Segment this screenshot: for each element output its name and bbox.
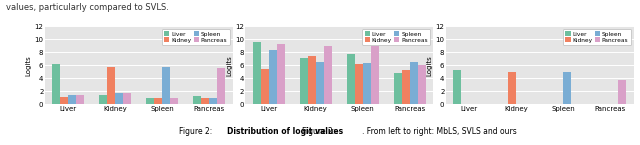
- Bar: [108, 67, 115, 104]
- Bar: [355, 64, 363, 104]
- Bar: [371, 46, 379, 104]
- Bar: [60, 97, 68, 104]
- Y-axis label: Logits: Logits: [226, 55, 232, 76]
- Bar: [146, 98, 154, 104]
- Text: values, particularly compared to SVLS.: values, particularly compared to SVLS.: [6, 3, 169, 12]
- Bar: [201, 98, 209, 104]
- Text: Figure 2:: Figure 2:: [0, 144, 1, 145]
- Bar: [618, 80, 626, 104]
- Bar: [316, 62, 324, 104]
- Bar: [347, 54, 355, 104]
- Bar: [52, 64, 60, 104]
- Bar: [217, 68, 225, 104]
- Bar: [402, 70, 410, 104]
- Legend: Liver, Kidney, Spleen, Pancreas: Liver, Kidney, Spleen, Pancreas: [362, 29, 430, 45]
- Bar: [363, 63, 371, 104]
- Bar: [410, 62, 417, 104]
- Bar: [193, 96, 201, 104]
- Text: Figure 2:: Figure 2:: [302, 127, 338, 136]
- Text: Figure 2:: Figure 2:: [179, 127, 215, 136]
- Bar: [154, 98, 162, 104]
- Bar: [308, 56, 316, 104]
- Bar: [394, 73, 402, 104]
- Text: Distribution of logit values: Distribution of logit values: [227, 127, 343, 136]
- Bar: [162, 67, 170, 104]
- Bar: [99, 95, 108, 104]
- Bar: [417, 65, 426, 104]
- Y-axis label: Logits: Logits: [26, 55, 31, 76]
- Bar: [276, 44, 285, 104]
- Y-axis label: Logits: Logits: [427, 55, 433, 76]
- Bar: [170, 98, 178, 104]
- Legend: Liver, Kidney, Spleen, Pancreas: Liver, Kidney, Spleen, Pancreas: [162, 29, 230, 45]
- Bar: [123, 93, 131, 104]
- Bar: [453, 70, 461, 104]
- Bar: [68, 95, 76, 104]
- Bar: [253, 42, 261, 104]
- Bar: [563, 72, 571, 104]
- Bar: [76, 95, 84, 104]
- Legend: Liver, Kidney, Spleen, Pancreas: Liver, Kidney, Spleen, Pancreas: [563, 29, 630, 45]
- Bar: [115, 93, 123, 104]
- Bar: [261, 69, 269, 104]
- Bar: [508, 72, 516, 104]
- Bar: [300, 58, 308, 104]
- Bar: [324, 46, 332, 104]
- Bar: [269, 50, 276, 104]
- Text: . From left to right: MbLS, SVLS and ours: . From left to right: MbLS, SVLS and our…: [362, 127, 516, 136]
- Bar: [209, 98, 217, 104]
